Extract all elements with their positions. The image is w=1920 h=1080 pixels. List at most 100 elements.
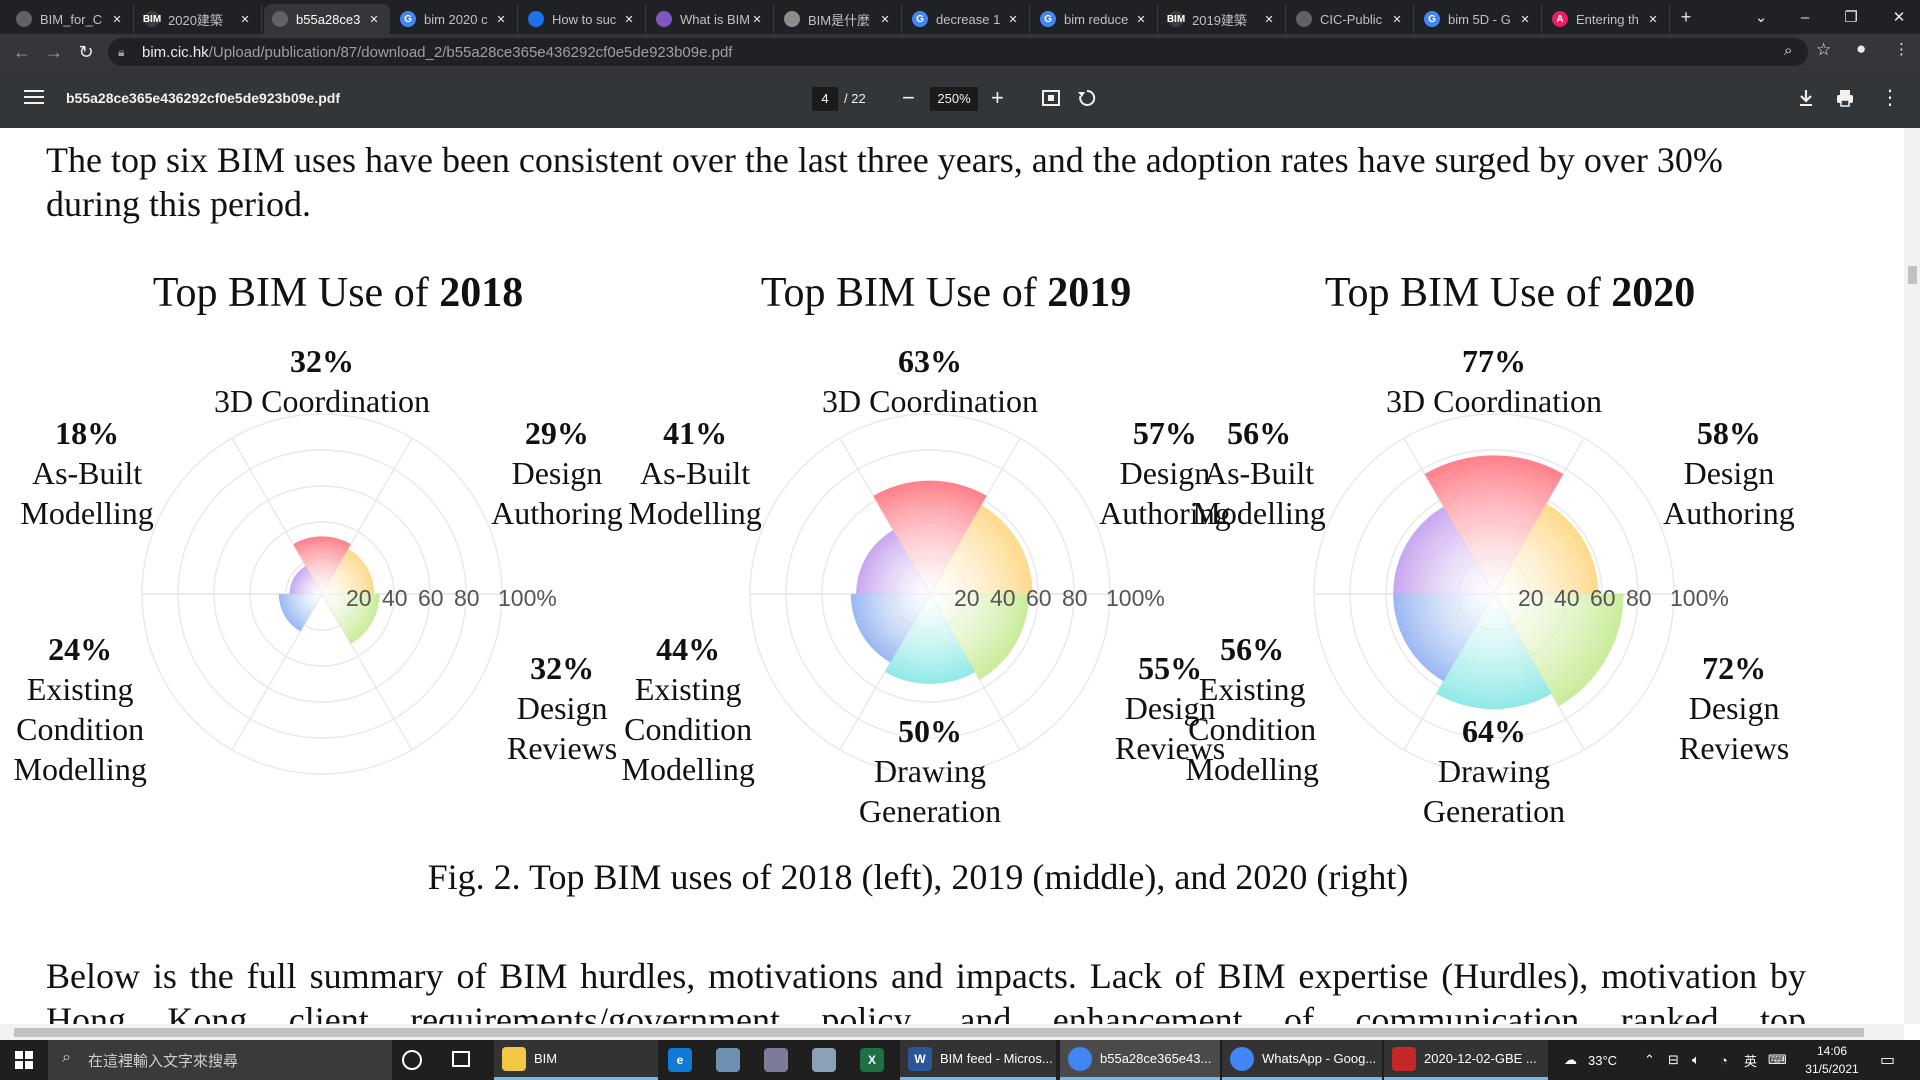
- maximize-icon[interactable]: ❐: [1844, 9, 1858, 26]
- chrome-menu-icon[interactable]: ⋮: [1894, 41, 1909, 58]
- taskbar-app[interactable]: e: [660, 1040, 704, 1080]
- app-label: BIM: [534, 1051, 558, 1066]
- category-label: Modelling: [1192, 495, 1325, 531]
- horizontal-scroll-thumb[interactable]: [14, 1028, 1864, 1037]
- browser-tab[interactable]: BIM_for_C ✕: [8, 4, 134, 34]
- taskbar-app[interactable]: [708, 1040, 752, 1080]
- tab-title: bim 5D - G: [1448, 11, 1511, 27]
- close-window-icon[interactable]: ✕: [1892, 9, 1906, 26]
- vertical-scroll-thumb[interactable]: [1908, 266, 1917, 284]
- weather-temp[interactable]: 33°C: [1588, 1052, 1618, 1068]
- ring-tick-label: 20: [1518, 585, 1544, 611]
- zoom-level-input[interactable]: 250%: [930, 87, 978, 111]
- chart-title: Top BIM Use of 2018: [153, 270, 523, 316]
- zoom-icon[interactable]: ⌕: [1784, 42, 1793, 59]
- taskbar-app[interactable]: 2020-12-02-GBE ...: [1384, 1040, 1548, 1080]
- taskbar-app[interactable]: [804, 1040, 848, 1080]
- reload-icon[interactable]: ↻: [78, 41, 94, 62]
- minimize-icon[interactable]: –: [1800, 8, 1810, 26]
- weather-icon[interactable]: ☁: [1564, 1052, 1577, 1067]
- browser-tab[interactable]: BIM 2019建築 ✕: [1160, 4, 1286, 34]
- cortana-icon[interactable]: [402, 1050, 422, 1070]
- download-icon[interactable]: [1796, 88, 1816, 108]
- close-tab-icon[interactable]: ✕: [624, 13, 634, 26]
- category-label: Design: [512, 455, 603, 491]
- app-icon: X: [860, 1048, 884, 1072]
- category-value-label: 55%: [1138, 650, 1202, 686]
- close-tab-icon[interactable]: ✕: [240, 13, 250, 26]
- close-tab-icon[interactable]: ✕: [369, 13, 379, 26]
- close-tab-icon[interactable]: ✕: [112, 13, 122, 26]
- browser-tab[interactable]: A Entering th ✕: [1544, 4, 1670, 34]
- tray-overflow-icon[interactable]: ⌃: [1644, 1052, 1655, 1067]
- browser-tab[interactable]: CIC-Public ✕: [1288, 4, 1414, 34]
- more-options-icon[interactable]: ⋮: [1880, 87, 1900, 109]
- browser-tab[interactable]: BIM 2020建築 ✕: [136, 4, 262, 34]
- chart-title-prefix: Top BIM Use of: [761, 270, 1047, 316]
- tab-title: CIC-Public: [1320, 11, 1383, 27]
- radar-sector: [322, 594, 380, 644]
- zoom-in-icon[interactable]: +: [991, 85, 1004, 110]
- close-tab-icon[interactable]: ✕: [1392, 13, 1402, 26]
- category-label: Drawing: [1438, 753, 1550, 789]
- category-value-label: 56%: [1227, 415, 1291, 451]
- tab-title: bim 2020 c: [424, 11, 488, 27]
- radar-sector: [930, 594, 1029, 680]
- taskbar-app[interactable]: X: [852, 1040, 896, 1080]
- category-label: Authoring: [491, 495, 623, 531]
- menu-icon[interactable]: [24, 86, 44, 110]
- print-icon[interactable]: [1835, 88, 1855, 108]
- network-icon[interactable]: ⊟: [1668, 1052, 1679, 1067]
- tab-title: bim reduce: [1064, 11, 1129, 27]
- close-tab-icon[interactable]: ✕: [1648, 13, 1658, 26]
- close-tab-icon[interactable]: ✕: [752, 13, 762, 26]
- fit-page-icon[interactable]: [1041, 88, 1061, 108]
- taskbar-app[interactable]: W BIM feed - Micros...: [900, 1040, 1056, 1080]
- browser-tab[interactable]: How to suc ✕: [520, 4, 646, 34]
- new-tab-icon[interactable]: +: [1680, 6, 1692, 27]
- taskbar-app[interactable]: BIM: [494, 1040, 658, 1080]
- clock[interactable]: 14:06 31/5/2021: [1792, 1042, 1872, 1078]
- zoom-out-icon[interactable]: −: [902, 85, 915, 110]
- browser-tab[interactable]: What is BIM ✕: [648, 4, 774, 34]
- close-tab-icon[interactable]: ✕: [1008, 13, 1018, 26]
- notification-icon[interactable]: ▭: [1880, 1052, 1896, 1069]
- volume-icon[interactable]: 🔈︎: [1692, 1052, 1700, 1067]
- close-tab-icon[interactable]: ✕: [880, 13, 890, 26]
- close-tab-icon[interactable]: ✕: [1520, 13, 1530, 26]
- url-input[interactable]: 🔒︎ bim.cic.hk/Upload/publication/87/down…: [108, 38, 1808, 66]
- tab-search-icon[interactable]: ⌄: [1754, 9, 1768, 26]
- close-tab-icon[interactable]: ✕: [1136, 13, 1146, 26]
- horizontal-scrollbar[interactable]: [0, 1024, 1904, 1040]
- chart-title: Top BIM Use of 2019: [761, 270, 1131, 316]
- start-button[interactable]: [0, 1040, 48, 1080]
- ime-indicator[interactable]: 英: [1744, 1053, 1758, 1069]
- keyboard-icon[interactable]: ⌨: [1768, 1052, 1787, 1067]
- taskbar-app[interactable]: WhatsApp - Goog...: [1222, 1040, 1382, 1080]
- taskbar-search-input[interactable]: ⌕ 在這裡輸入文字來搜尋: [48, 1040, 392, 1080]
- taskbar-app[interactable]: [756, 1040, 800, 1080]
- profile-icon[interactable]: ●: [1856, 39, 1867, 58]
- close-tab-icon[interactable]: ✕: [496, 13, 506, 26]
- browser-tab[interactable]: BIM是什麼 ✕: [776, 4, 902, 34]
- category-label: Reviews: [507, 730, 617, 766]
- tab-title: What is BIM: [680, 11, 749, 27]
- pdf-file-name: b55a28ce365e436292cf0e5de923b09e.pdf: [66, 90, 340, 106]
- forward-icon[interactable]: →: [45, 41, 63, 62]
- page-total: / 22: [844, 91, 866, 106]
- taskbar-app[interactable]: b55a28ce365e43...: [1060, 1040, 1220, 1080]
- rotate-icon[interactable]: [1077, 88, 1097, 108]
- wifi-icon[interactable]: ◔: [1720, 1052, 1728, 1068]
- close-tab-icon[interactable]: ✕: [1264, 13, 1274, 26]
- page-number-input[interactable]: 4: [812, 87, 838, 111]
- task-view-icon[interactable]: [452, 1051, 470, 1067]
- browser-tab[interactable]: b55a28ce3 ✕: [264, 4, 390, 34]
- back-icon[interactable]: ←: [13, 41, 31, 62]
- bookmark-star-icon[interactable]: ☆: [1816, 40, 1832, 59]
- vertical-scrollbar[interactable]: [1904, 128, 1920, 1024]
- radar-sector: [930, 505, 1033, 594]
